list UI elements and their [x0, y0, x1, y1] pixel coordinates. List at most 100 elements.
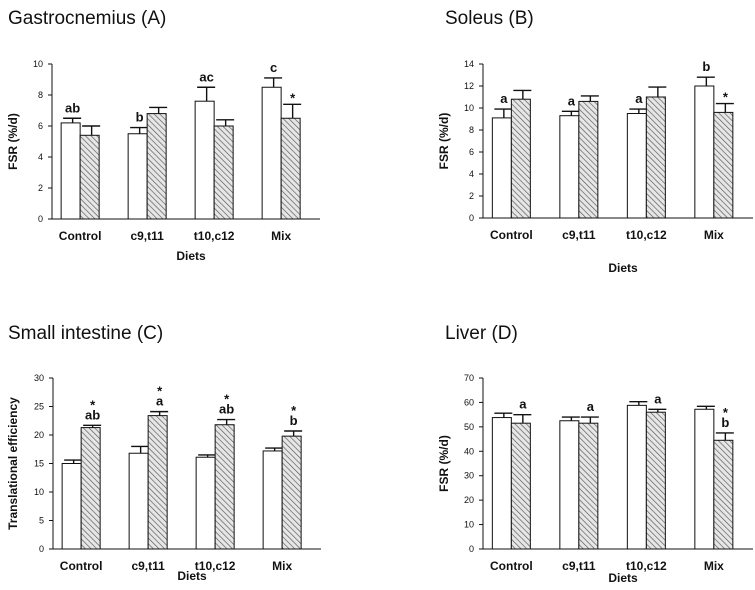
bar-hatched: [280, 117, 301, 220]
y-tick-label: 5: [39, 516, 44, 526]
panel-title: Soleus (B): [445, 8, 534, 29]
bar-hatched: [213, 125, 234, 220]
bar-open: [694, 85, 715, 219]
bar-open: [61, 463, 82, 550]
significance-star: *: [157, 384, 163, 399]
significance-star: *: [290, 90, 296, 105]
group-letter: a: [654, 391, 662, 406]
y-tick-label: 2: [38, 183, 43, 193]
x-tick-label: Mix: [704, 559, 724, 573]
y-tick-label: 6: [469, 147, 474, 157]
bar-open: [491, 417, 512, 550]
x-tick-label: c9,t11: [562, 228, 596, 242]
bar-hatched: [578, 422, 599, 550]
bar-open: [128, 452, 149, 550]
group-letter: a: [587, 399, 595, 414]
x-tick-label: Control: [490, 559, 533, 573]
y-tick-label: 4: [38, 152, 43, 162]
significance-star: *: [291, 403, 297, 418]
bar-open: [491, 117, 512, 219]
x-axis-label: Diets: [177, 569, 207, 583]
x-tick-label: c9,t11: [130, 229, 164, 243]
bar-open: [626, 404, 647, 550]
panel-3: Liver (D) 0 10 20 30 40 50 60 70 FSR (%/d) a Contro…: [437, 323, 753, 585]
y-tick-label: 0: [39, 544, 44, 554]
group-letter: a: [500, 91, 508, 106]
bar-open: [261, 86, 282, 220]
y-axis-label: FSR (%/d): [437, 435, 451, 492]
panel-0: Gastrocnemius (A) 0 2 4 6 8 10 FSR (%/d) ab Contr…: [6, 8, 320, 263]
y-tick-label: 6: [38, 121, 43, 131]
bar-open: [127, 133, 148, 220]
group-letter: b: [702, 59, 710, 74]
y-tick-label: 25: [34, 402, 44, 412]
bar-open: [559, 115, 580, 219]
x-tick-label: t10,c12: [626, 228, 667, 242]
x-tick-label: t10,c12: [626, 559, 667, 573]
significance-star: *: [723, 405, 729, 420]
bar-hatched: [713, 439, 734, 550]
panel-title: Liver (D): [445, 323, 518, 344]
group-letter: b: [721, 415, 729, 430]
group-letter: ac: [199, 69, 213, 84]
panel-2: Small intestine (C) 0 5 10 15 20 25 30 Translati…: [6, 323, 321, 583]
bar-hatched: [645, 96, 666, 219]
bar-hatched: [510, 422, 531, 550]
x-axis-label: Diets: [176, 249, 206, 263]
y-tick-label: 2: [469, 191, 474, 201]
y-tick-label: 0: [469, 213, 474, 223]
x-tick-label: t10,c12: [194, 229, 235, 243]
bar-open: [626, 113, 647, 219]
group-letter: ab: [219, 402, 234, 417]
y-tick-label: 50: [464, 422, 474, 432]
x-tick-label: c9,t11: [562, 559, 596, 573]
bar-open: [194, 100, 215, 220]
bar-hatched: [147, 415, 168, 550]
significance-star: *: [224, 392, 230, 407]
y-tick-label: 15: [34, 459, 44, 469]
bar-hatched: [146, 113, 167, 220]
y-tick-label: 10: [464, 103, 474, 113]
x-tick-label: Mix: [704, 228, 724, 242]
y-tick-label: 30: [34, 373, 44, 383]
y-tick-label: 20: [34, 430, 44, 440]
y-tick-label: 70: [464, 373, 474, 383]
bar-open: [694, 408, 715, 550]
y-axis-label: FSR (%/d): [437, 113, 451, 170]
bar-hatched: [80, 427, 101, 550]
y-tick-label: 14: [464, 59, 474, 69]
bar-hatched: [713, 111, 734, 219]
y-tick-label: 10: [33, 59, 43, 69]
bar-open: [195, 456, 216, 550]
bar-hatched: [214, 424, 235, 550]
group-letter: ab: [65, 100, 80, 115]
bar-open: [262, 450, 283, 550]
x-tick-label: t10,c12: [195, 559, 236, 573]
x-axis-label: Diets: [608, 261, 638, 275]
group-letter: c: [270, 60, 277, 75]
bar-hatched: [79, 134, 100, 220]
y-axis-label: FSR (%/d): [6, 113, 20, 170]
panel-1: Soleus (B) 0 2 4 6 8 10 12 14 FSR (%/d) a Control a c…: [437, 8, 753, 275]
y-tick-label: 0: [38, 214, 43, 224]
group-letter: ab: [85, 407, 100, 422]
y-axis-label: Translational efficiency: [6, 397, 20, 530]
y-tick-label: 10: [464, 520, 474, 530]
y-tick-label: 12: [464, 81, 474, 91]
y-tick-label: 8: [469, 125, 474, 135]
significance-star: *: [723, 90, 729, 105]
bar-hatched: [645, 411, 666, 550]
group-letter: a: [519, 397, 527, 412]
y-tick-label: 20: [464, 495, 474, 505]
group-letter: b: [290, 413, 298, 428]
y-tick-label: 60: [464, 397, 474, 407]
x-tick-label: Control: [59, 229, 102, 243]
bar-open: [559, 420, 580, 550]
significance-star: *: [90, 397, 96, 412]
bar-hatched: [281, 435, 302, 550]
x-tick-label: c9,t11: [131, 559, 165, 573]
y-tick-label: 0: [469, 544, 474, 554]
y-tick-label: 10: [34, 487, 44, 497]
group-letter: a: [568, 93, 576, 108]
group-letter: b: [136, 110, 144, 125]
